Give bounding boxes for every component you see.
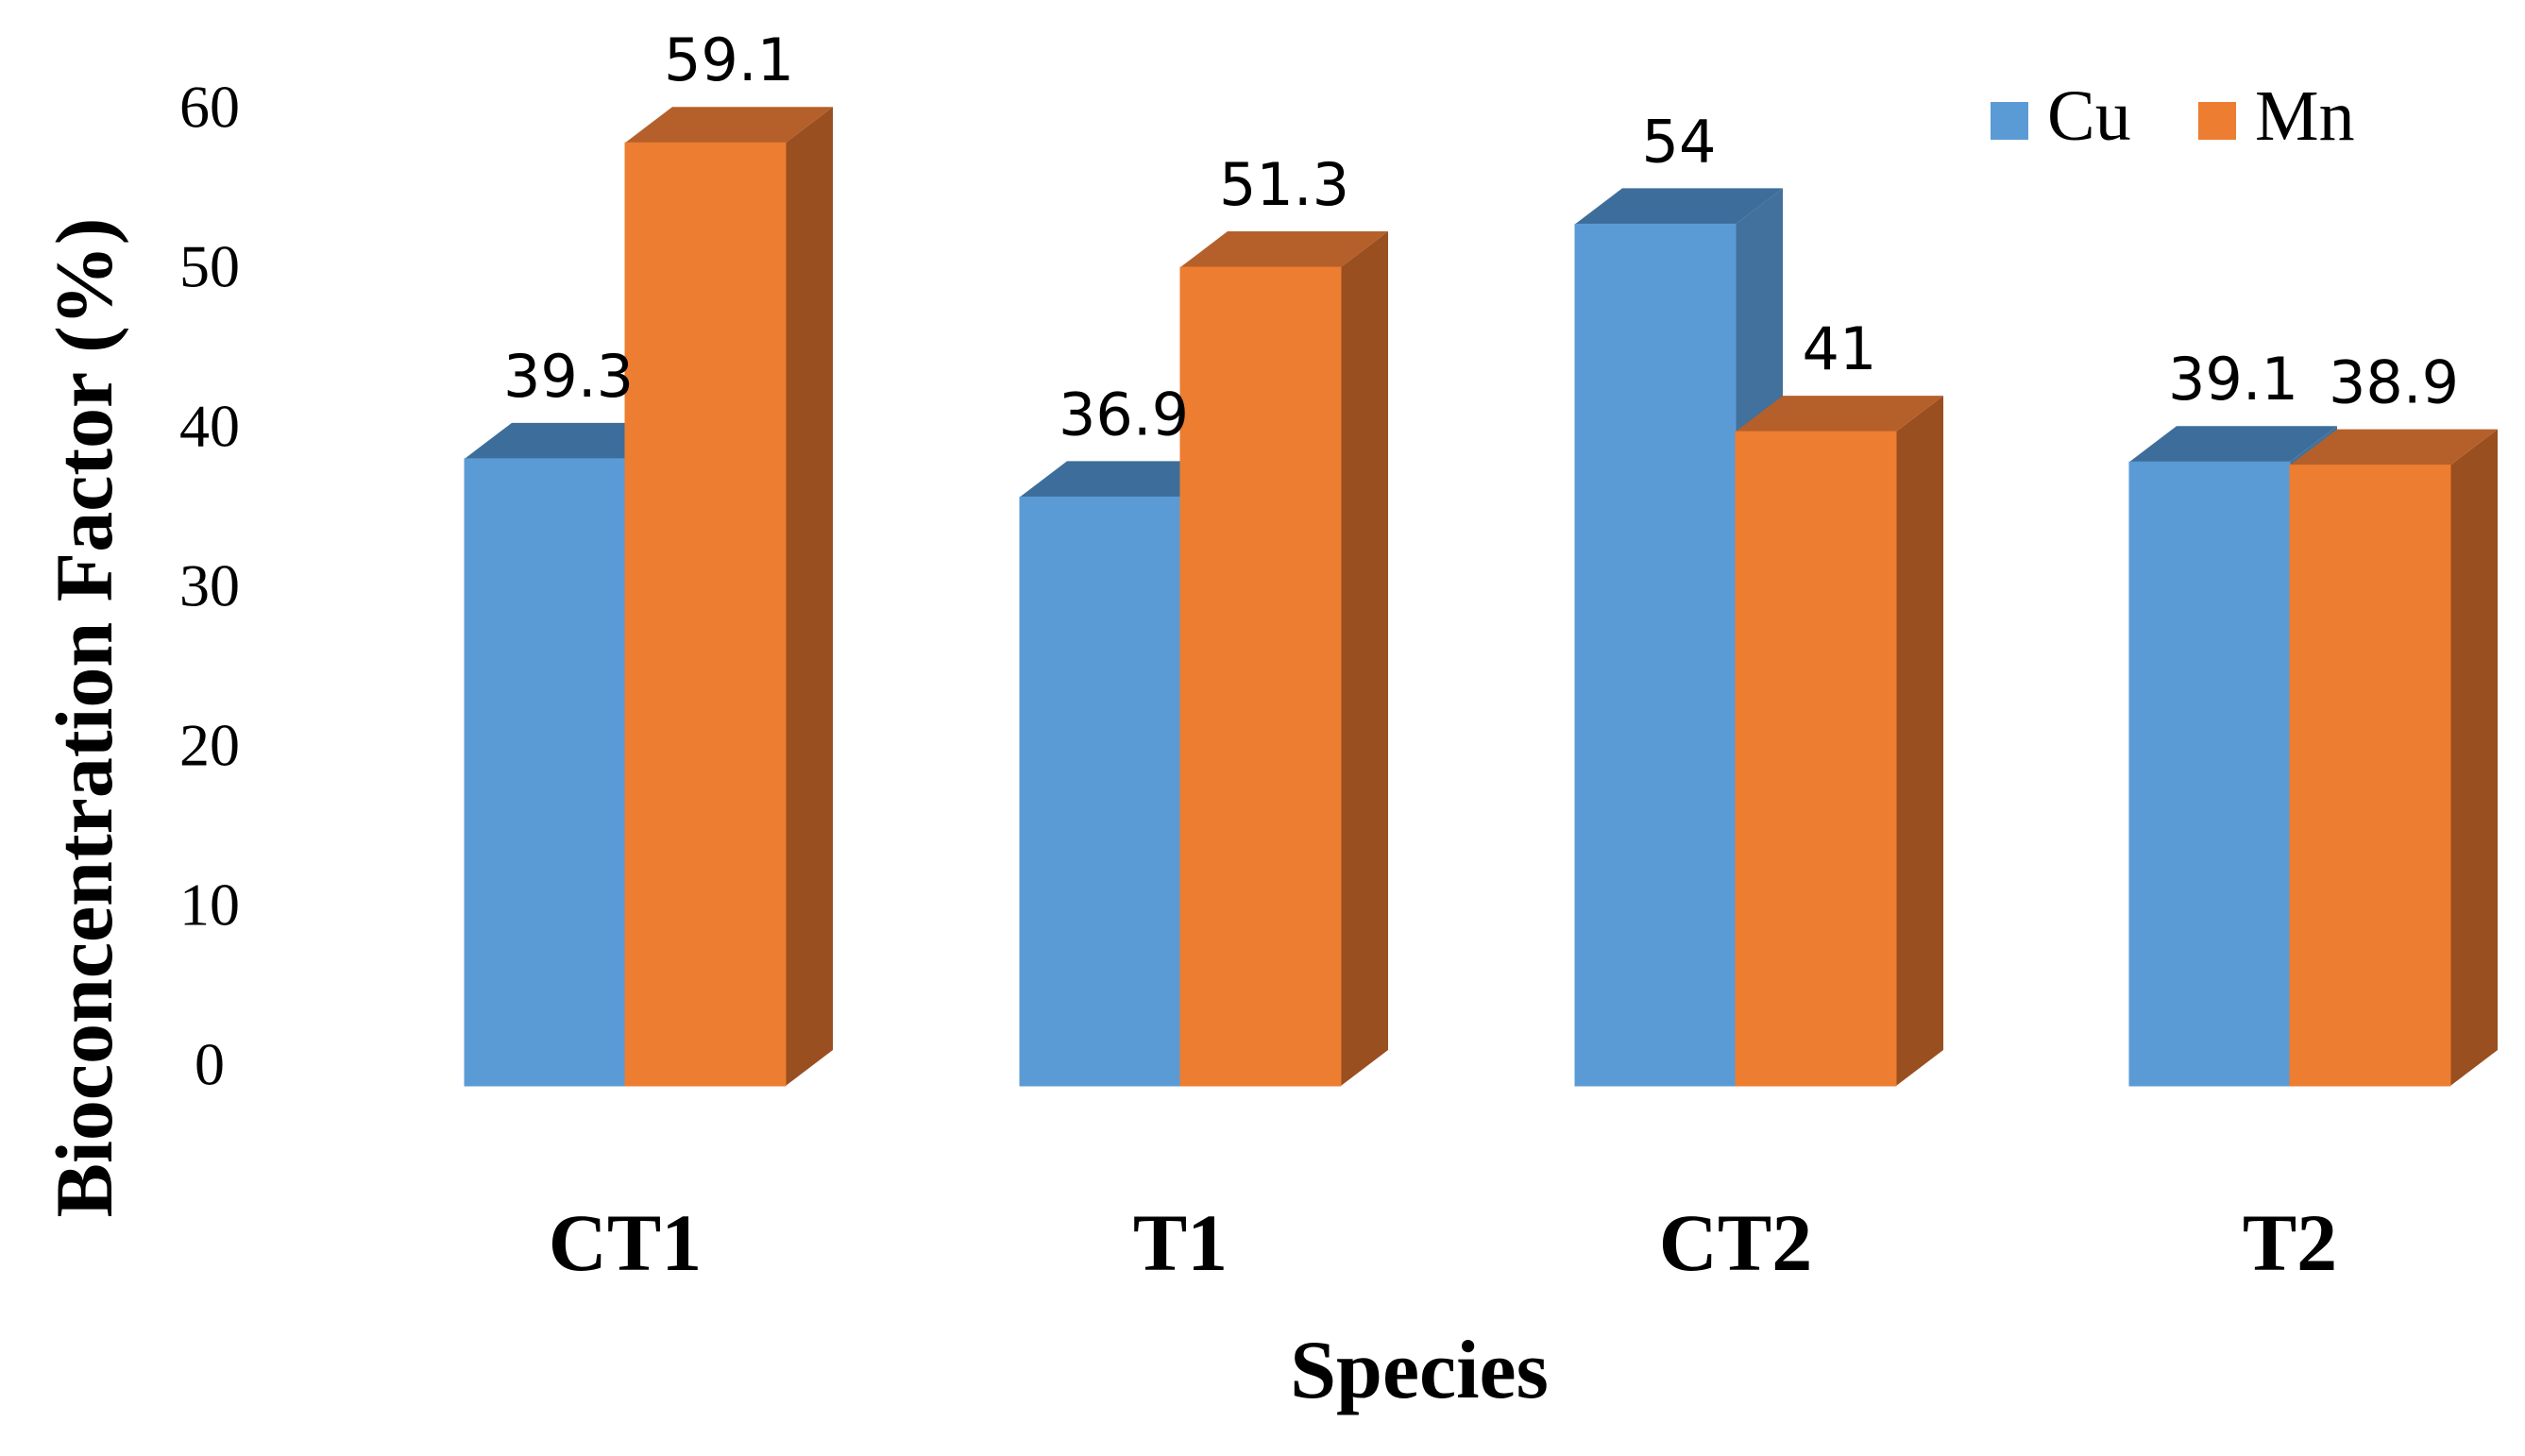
bar-top-face (1020, 461, 1228, 498)
x-tick-label: T1 (1133, 1197, 1228, 1288)
y-tick-label: 40 (179, 393, 240, 460)
x-tick-label: T2 (2243, 1197, 2337, 1288)
legend-swatch (2198, 102, 2236, 140)
bar (624, 107, 833, 1087)
bar-top-face (1180, 231, 1388, 268)
data-label: 41 (1803, 314, 1877, 383)
bar (1735, 396, 1943, 1087)
bar-side-face (1896, 396, 1943, 1087)
x-tick-label: CT1 (549, 1197, 702, 1288)
bar-front-face (2289, 465, 2451, 1087)
data-labels: 39.3 59.1 36.9 51.3 54 41 39.1 38.9 (503, 25, 2459, 449)
bar-front-face (464, 458, 626, 1087)
bar-top-face (1736, 396, 1943, 432)
data-label: 38.9 (2329, 348, 2459, 417)
data-label: 36.9 (1059, 380, 1189, 449)
bar-front-face (1735, 431, 1897, 1087)
data-label: 51.3 (1219, 150, 1349, 219)
bar-side-face (786, 107, 833, 1087)
bar (2289, 429, 2498, 1087)
x-axis-label: Species (1290, 1325, 1549, 1416)
data-label: 59.1 (664, 25, 794, 94)
bars (464, 107, 2498, 1087)
legend: Cu Mn (1991, 76, 2355, 156)
y-tick-label: 60 (179, 74, 240, 141)
legend-label: Mn (2255, 76, 2355, 156)
bar-side-face (2450, 429, 2498, 1087)
bar-top-face (625, 107, 833, 144)
x-tick-label: CT2 (1659, 1197, 1812, 1288)
bar-front-face (1574, 223, 1737, 1087)
y-tick-label: 20 (179, 712, 240, 779)
bar-top-face (2129, 426, 2337, 463)
legend-swatch (1991, 102, 2028, 140)
y-axis-ticks: 0 10 20 30 40 50 60 (179, 74, 240, 1098)
data-label: 39.3 (503, 342, 634, 411)
data-label: 54 (1642, 107, 1717, 176)
bar-top-face (1575, 188, 1783, 225)
bar-top-face (465, 422, 672, 459)
y-tick-label: 50 (179, 233, 240, 300)
bar (1179, 231, 1388, 1087)
bar-front-face (2128, 461, 2291, 1087)
bar-front-face (1179, 266, 1342, 1087)
y-tick-label: 0 (195, 1031, 225, 1098)
y-tick-label: 10 (179, 872, 240, 939)
y-tick-label: 30 (179, 552, 240, 619)
x-axis-ticks: CT1 T1 CT2 T2 (549, 1197, 2337, 1288)
data-label: 39.1 (2168, 345, 2298, 414)
legend-label: Cu (2047, 76, 2131, 156)
bar-side-face (1341, 231, 1388, 1086)
bar-front-face (624, 142, 787, 1087)
bar-front-face (1019, 496, 1181, 1087)
y-axis-label: Bioconcentration Factor (%) (39, 218, 129, 1218)
bar-top-face (2290, 429, 2498, 466)
